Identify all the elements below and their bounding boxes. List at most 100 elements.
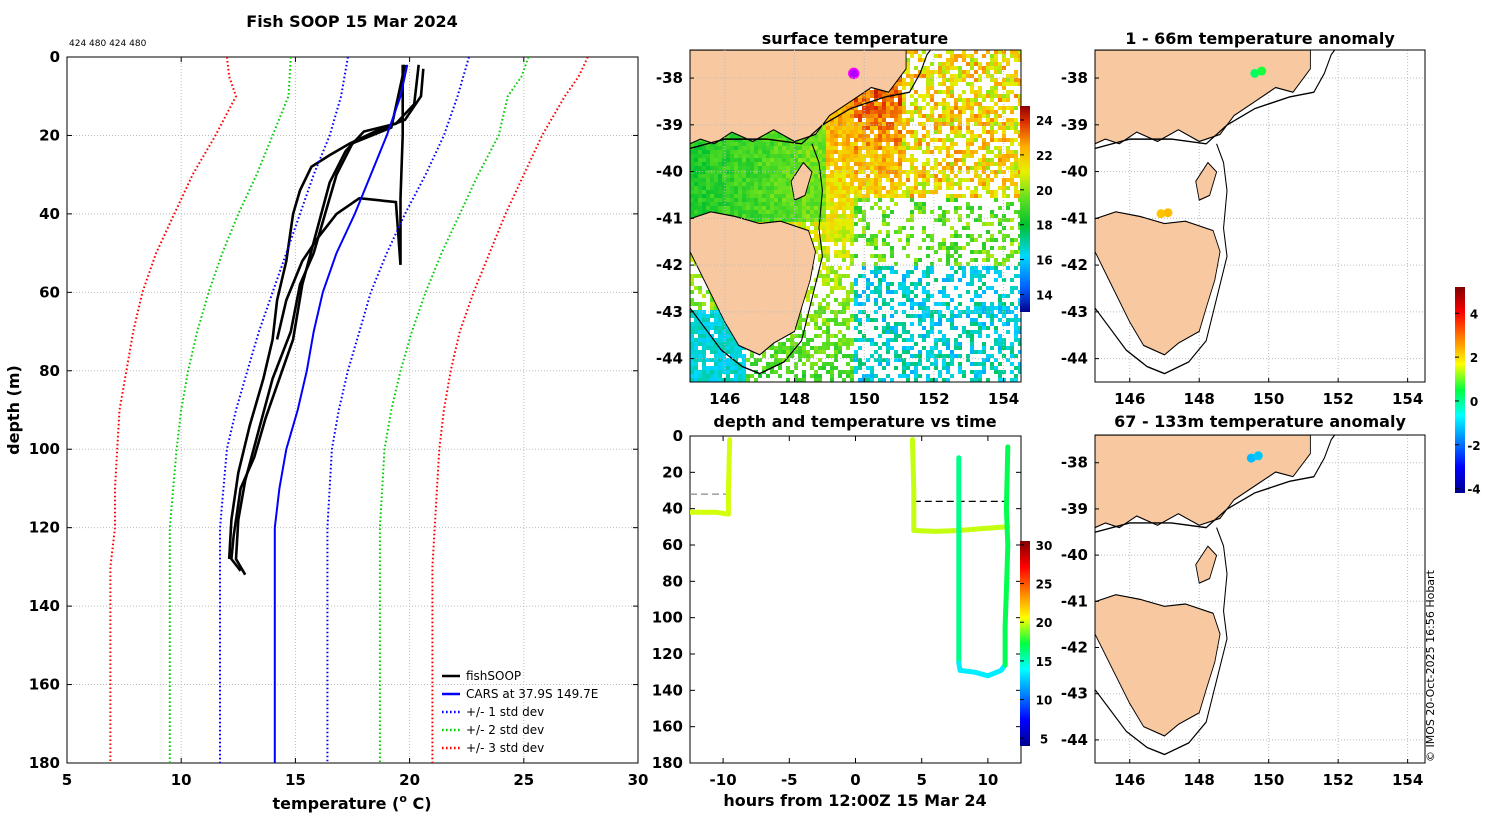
sst-pixel	[938, 186, 942, 190]
sst-pixel	[994, 78, 998, 82]
sst-pixel	[922, 326, 926, 330]
sst-pixel	[762, 178, 766, 182]
sst-pixel	[730, 350, 734, 354]
sst-pixel	[906, 130, 910, 134]
sst-pixel	[778, 158, 782, 162]
sst-pixel	[766, 178, 770, 182]
sst-pixel	[782, 198, 786, 202]
sst-pixel	[946, 294, 950, 298]
sst-pixel	[850, 218, 854, 222]
sst-pixel	[878, 102, 882, 106]
sst-pixel	[694, 194, 698, 198]
sst-pixel	[878, 378, 882, 382]
sst-pixel	[938, 322, 942, 326]
sst-pixel	[846, 362, 850, 366]
sst-pixel	[738, 202, 742, 206]
sst-pixel	[898, 178, 902, 182]
y-tick-label: -44	[1061, 350, 1088, 368]
sst-pixel	[926, 146, 930, 150]
sst-pixel	[914, 110, 918, 114]
sst-pixel	[690, 330, 694, 334]
sst-pixel	[922, 366, 926, 370]
sst-pixel	[982, 326, 986, 330]
sst-pixel	[846, 174, 850, 178]
sst-pixel	[958, 106, 962, 110]
sst-pixel	[790, 338, 794, 342]
sst-pixel	[950, 166, 954, 170]
sst-pixel	[810, 214, 814, 218]
sst-pixel	[902, 350, 906, 354]
sst-pixel	[954, 246, 958, 250]
sst-pixel	[930, 150, 934, 154]
sst-pixel	[914, 98, 918, 102]
sst-pixel	[874, 326, 878, 330]
anomaly-point	[1257, 66, 1267, 76]
sst-pixel	[946, 78, 950, 82]
sst-pixel	[874, 182, 878, 186]
sst-pixel	[762, 202, 766, 206]
sst-pixel	[974, 258, 978, 262]
sst-pixel	[694, 302, 698, 306]
sst-pixel	[950, 374, 954, 378]
sst-pixel	[706, 158, 710, 162]
sst-pixel	[754, 162, 758, 166]
sst-pixel	[834, 162, 838, 166]
sst-pixel	[922, 66, 926, 70]
sst-pixel	[970, 282, 974, 286]
sst-pixel	[826, 218, 830, 222]
sst-pixel	[810, 210, 814, 214]
sst-pixel	[866, 146, 870, 150]
sst-pixel	[846, 138, 850, 142]
sst-pixel	[826, 294, 830, 298]
sst-pixel	[782, 154, 786, 158]
sst-pixel	[970, 114, 974, 118]
sst-pixel	[786, 378, 790, 382]
sst-pixel	[902, 118, 906, 122]
sst-pixel	[854, 338, 858, 342]
sst-pixel	[790, 150, 794, 154]
sst-pixel	[770, 130, 774, 134]
sst-pixel	[734, 150, 738, 154]
sst-pixel	[914, 66, 918, 70]
sst-pixel	[974, 290, 978, 294]
sst-pixel	[742, 174, 746, 178]
sst-pixel	[874, 266, 878, 270]
sst-pixel	[986, 122, 990, 126]
sst-pixel	[922, 166, 926, 170]
sst-pixel	[946, 86, 950, 90]
sst-pixel	[734, 134, 738, 138]
sst-pixel	[866, 374, 870, 378]
sst-pixel	[942, 210, 946, 214]
sst-pixel	[790, 174, 794, 178]
sst-pixel	[990, 118, 994, 122]
sst-pixel	[962, 98, 966, 102]
sst-pixel	[766, 158, 770, 162]
sst-pixel	[842, 334, 846, 338]
sst-pixel	[954, 58, 958, 62]
sst-pixel	[746, 154, 750, 158]
sst-pixel	[946, 198, 950, 202]
legend-label: fishSOOP	[466, 669, 521, 683]
sst-pixel	[906, 158, 910, 162]
sst-pixel	[714, 142, 718, 146]
sst-pixel	[878, 258, 882, 262]
sst-pixel	[850, 210, 854, 214]
sst-pixel	[878, 294, 882, 298]
sst-pixel	[714, 350, 718, 354]
sst-pixel	[994, 258, 998, 262]
sst-pixel	[954, 102, 958, 106]
sst-pixel	[882, 102, 886, 106]
sst-pixel	[754, 150, 758, 154]
sst-pixel	[718, 326, 722, 330]
sst-pixel	[974, 370, 978, 374]
sst-pixel	[746, 202, 750, 206]
sst-pixel	[926, 190, 930, 194]
sst-pixel	[946, 150, 950, 154]
sst-pixel	[922, 122, 926, 126]
sst-pixel	[882, 330, 886, 334]
sst-pixel	[710, 342, 714, 346]
sst-pixel	[1018, 50, 1021, 54]
sst-pixel	[874, 154, 878, 158]
sst-pixel	[694, 322, 698, 326]
sst-pixel	[730, 206, 734, 210]
